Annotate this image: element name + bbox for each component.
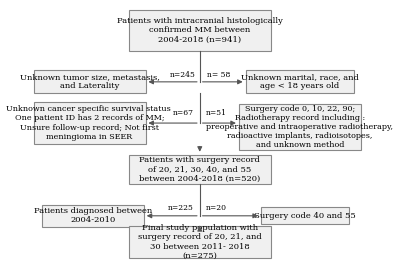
FancyBboxPatch shape bbox=[239, 104, 361, 150]
Text: Unknown cancer specific survival status;
One patient ID has 2 records of MM;
Uns: Unknown cancer specific survival status;… bbox=[6, 105, 173, 141]
Text: Unknown tumor size, metastasis,
and Laterality: Unknown tumor size, metastasis, and Late… bbox=[20, 73, 160, 91]
Text: Surgery code 0, 10, 22, 90;
Radiotherapy record including :
preoperative and int: Surgery code 0, 10, 22, 90; Radiotherapy… bbox=[206, 105, 393, 149]
Text: n= 58: n= 58 bbox=[207, 71, 230, 79]
Text: Patients with surgery record
of 20, 21, 30, 40, and 55
between 2004-2018 (n=520): Patients with surgery record of 20, 21, … bbox=[139, 156, 260, 183]
Text: Unknown marital, race, and
age < 18 years old: Unknown marital, race, and age < 18 year… bbox=[241, 73, 359, 91]
FancyBboxPatch shape bbox=[128, 226, 271, 258]
FancyBboxPatch shape bbox=[42, 205, 144, 227]
Text: Patients diagnosed between
2004-2010: Patients diagnosed between 2004-2010 bbox=[34, 207, 152, 224]
FancyBboxPatch shape bbox=[34, 70, 146, 93]
Text: Patients with intracranial histologically
confirmed MM between
2004-2018 (n=941): Patients with intracranial histologicall… bbox=[117, 17, 283, 44]
Text: n=51: n=51 bbox=[206, 109, 226, 117]
FancyBboxPatch shape bbox=[261, 208, 349, 224]
FancyBboxPatch shape bbox=[128, 155, 271, 184]
Text: n=245: n=245 bbox=[170, 71, 196, 79]
Text: n=67: n=67 bbox=[172, 109, 193, 117]
FancyBboxPatch shape bbox=[246, 70, 354, 93]
FancyBboxPatch shape bbox=[34, 102, 146, 144]
Text: n=20: n=20 bbox=[206, 204, 226, 212]
Text: Surgery code 40 and 55: Surgery code 40 and 55 bbox=[254, 212, 356, 220]
FancyBboxPatch shape bbox=[128, 10, 271, 51]
Text: n=225: n=225 bbox=[168, 204, 194, 212]
Text: Final study population with
surgery record of 20, 21, and
30 between 2011- 2018
: Final study population with surgery reco… bbox=[138, 224, 262, 260]
